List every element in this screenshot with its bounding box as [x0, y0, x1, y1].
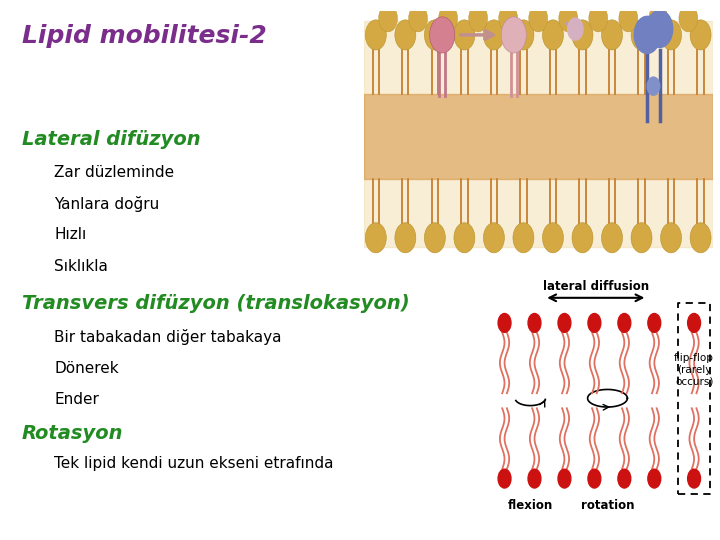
Text: Transvers difüzyon (translokasyon): Transvers difüzyon (translokasyon) [22, 294, 409, 313]
Text: Lipid mobilitesi-2: Lipid mobilitesi-2 [22, 24, 266, 48]
Text: Bir tabakadan diğer tabakaya: Bir tabakadan diğer tabakaya [54, 329, 282, 346]
Circle shape [430, 17, 455, 53]
Ellipse shape [528, 314, 541, 332]
Circle shape [365, 20, 387, 50]
Circle shape [513, 222, 534, 253]
Circle shape [365, 222, 387, 253]
Bar [364, 93, 713, 179]
Circle shape [679, 5, 698, 32]
Text: Tek lipid kendi uzun ekseni etrafında: Tek lipid kendi uzun ekseni etrafında [54, 456, 333, 471]
Circle shape [572, 222, 593, 253]
Circle shape [631, 222, 652, 253]
Circle shape [424, 20, 446, 50]
Ellipse shape [618, 314, 631, 332]
Ellipse shape [648, 469, 661, 488]
Circle shape [647, 10, 672, 48]
Circle shape [409, 5, 428, 32]
Text: Yanlara doğru: Yanlara doğru [54, 196, 159, 212]
Circle shape [542, 222, 564, 253]
Circle shape [660, 20, 682, 50]
Text: Rotasyon: Rotasyon [22, 424, 123, 443]
Circle shape [619, 5, 638, 32]
Text: Zar düzleminde: Zar düzleminde [54, 165, 174, 180]
Circle shape [542, 20, 564, 50]
Circle shape [454, 222, 475, 253]
Circle shape [379, 5, 397, 32]
Text: Sıklıkla: Sıklıkla [54, 259, 108, 274]
Ellipse shape [688, 314, 701, 332]
Circle shape [528, 5, 548, 32]
Circle shape [601, 20, 623, 50]
Text: Hızlı: Hızlı [54, 227, 86, 242]
Ellipse shape [498, 314, 511, 332]
Circle shape [395, 20, 416, 50]
Ellipse shape [588, 314, 600, 332]
Ellipse shape [588, 469, 600, 488]
Circle shape [634, 16, 660, 53]
Ellipse shape [688, 469, 701, 488]
Circle shape [690, 222, 711, 253]
Ellipse shape [498, 469, 511, 488]
Circle shape [469, 5, 487, 32]
Text: Dönerek: Dönerek [54, 361, 119, 376]
Text: flexion: flexion [508, 499, 553, 512]
Circle shape [567, 18, 583, 40]
Circle shape [513, 20, 534, 50]
Ellipse shape [558, 314, 571, 332]
Text: rotation: rotation [581, 499, 634, 512]
Circle shape [631, 20, 652, 50]
Circle shape [499, 5, 518, 32]
Circle shape [483, 222, 505, 253]
Circle shape [438, 5, 457, 32]
Text: Lateral difüzyon: Lateral difüzyon [22, 130, 200, 148]
Circle shape [483, 20, 505, 50]
Circle shape [589, 5, 608, 32]
Text: flip-flop
(rarely
occurs): flip-flop (rarely occurs) [674, 353, 714, 386]
Circle shape [395, 222, 416, 253]
Circle shape [559, 5, 577, 32]
Circle shape [424, 222, 446, 253]
Circle shape [572, 20, 593, 50]
Text: Ender: Ender [54, 392, 99, 407]
Circle shape [649, 5, 667, 32]
Ellipse shape [648, 314, 661, 332]
Circle shape [647, 77, 660, 95]
Circle shape [454, 20, 475, 50]
Text: lateral diffusion: lateral diffusion [543, 280, 649, 293]
Circle shape [690, 20, 711, 50]
Ellipse shape [558, 469, 571, 488]
Circle shape [601, 222, 623, 253]
Circle shape [501, 17, 526, 53]
Ellipse shape [618, 469, 631, 488]
Ellipse shape [528, 469, 541, 488]
Circle shape [660, 222, 682, 253]
